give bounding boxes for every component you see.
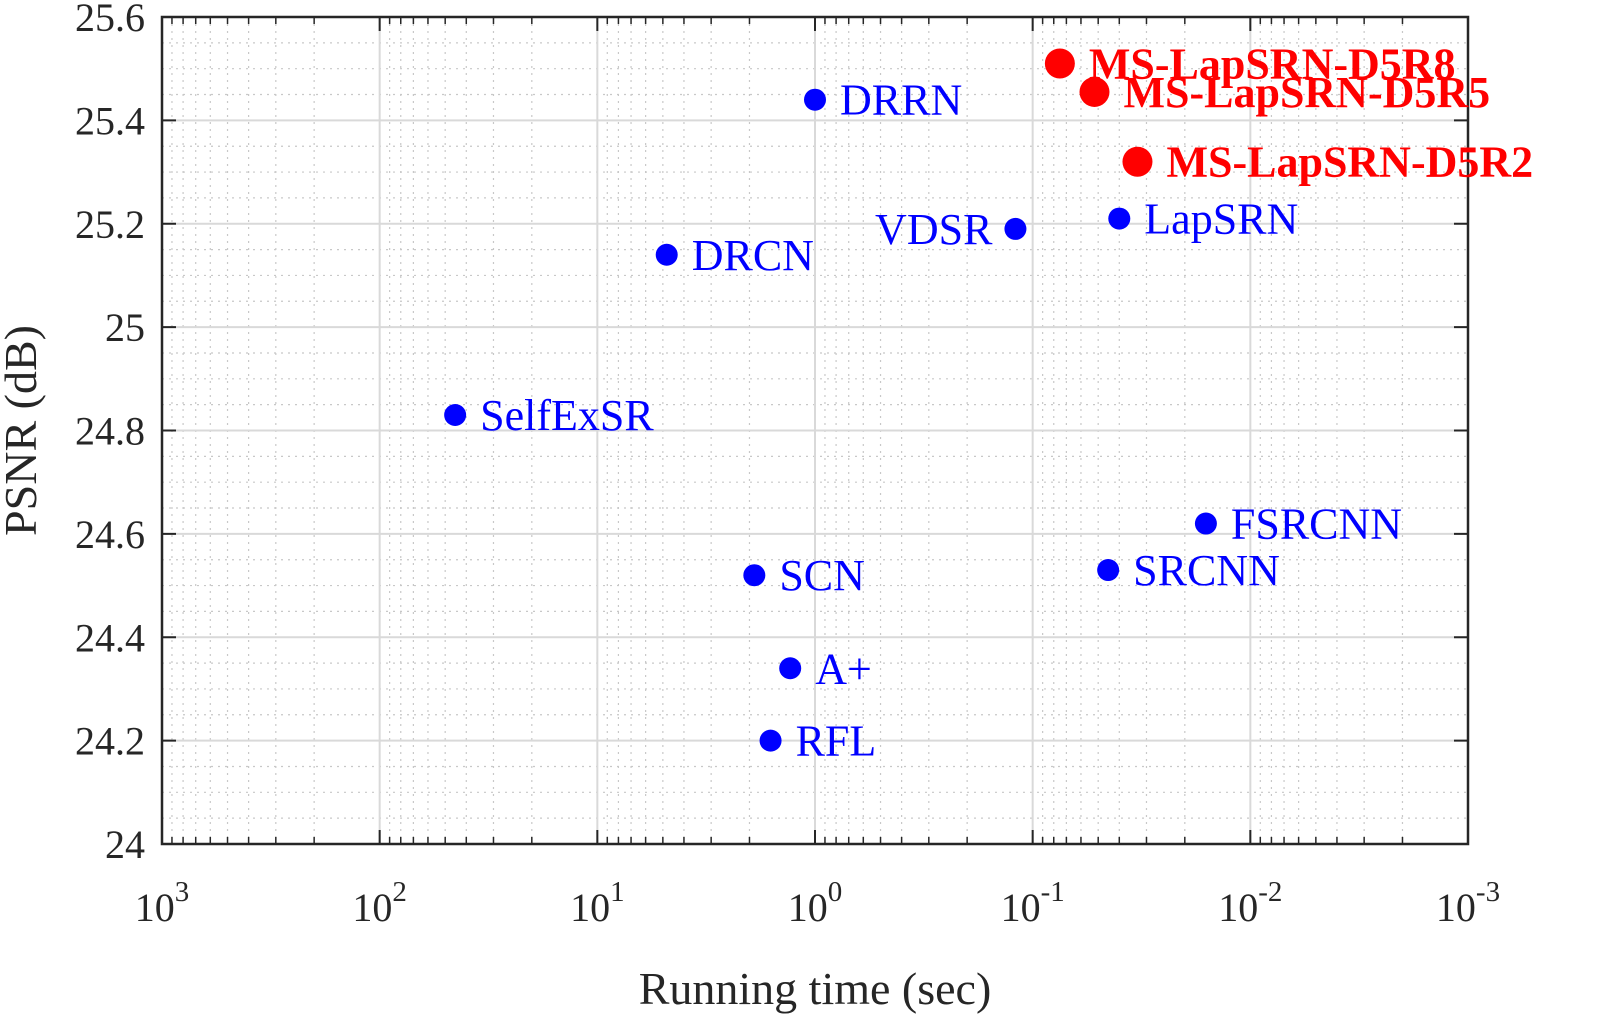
point-labels: SelfExSR DRCN DRRN SCN A+ RFL VDSR LapSRN FSRCNN… — [480, 40, 1533, 766]
x-tick-labels: 103 102 101 100 10-1 10-2 10-3 — [135, 876, 1500, 930]
x-tick-label: 10-2 — [1218, 876, 1282, 930]
x-tick-exponent: -1 — [1041, 876, 1065, 908]
x-tick-exponent: -2 — [1258, 876, 1282, 908]
x-tick-exponent: -3 — [1476, 876, 1500, 908]
data-point-a- — [779, 657, 802, 680]
x-tick-exponent: 0 — [828, 876, 843, 908]
x-tick-label: 102 — [352, 876, 407, 930]
data-points — [444, 48, 1217, 752]
x-tick-base: 10 — [352, 885, 392, 930]
point-label: MS-LapSRN-D5R5 — [1123, 68, 1490, 117]
x-tick-exponent: 2 — [392, 876, 407, 908]
point-label: LapSRN — [1144, 195, 1298, 244]
point-label: RFL — [796, 717, 877, 766]
x-tick-base: 10 — [1001, 885, 1041, 930]
data-point-vdsr — [1004, 217, 1027, 240]
x-tick-label: 103 — [135, 876, 190, 930]
y-tick-labels: 24 24.2 24.4 24.6 24.8 25 25.2 25.4 25.6 — [75, 0, 145, 867]
x-tick-base: 10 — [1436, 885, 1476, 930]
y-tick-label: 24.6 — [75, 512, 145, 557]
x-tick-base: 10 — [1218, 885, 1258, 930]
y-tick-label: 24.8 — [75, 409, 145, 454]
y-tick-label: 24 — [105, 822, 145, 867]
x-tick-base: 10 — [570, 885, 610, 930]
data-point-drcn — [655, 243, 678, 266]
point-label: DRRN — [840, 76, 962, 125]
data-point-ms-lapsrn-d5r8 — [1044, 48, 1075, 79]
point-label: FSRCNN — [1231, 500, 1402, 549]
y-tick-label: 24.4 — [75, 615, 145, 660]
y-tick-label: 24.2 — [75, 719, 145, 764]
point-label: MS-LapSRN-D5R2 — [1166, 138, 1533, 187]
x-tick-label: 10-1 — [1001, 876, 1065, 930]
data-point-ms-lapsrn-d5r5 — [1079, 76, 1110, 107]
y-tick-label: 25.6 — [75, 0, 145, 40]
x-tick-label: 10-3 — [1436, 876, 1500, 930]
data-point-rfl — [759, 729, 782, 752]
x-tick-exponent: 3 — [175, 876, 190, 908]
axis-ticks — [161, 16, 1469, 845]
point-label: MS-LapSRN-D5R8 — [1089, 40, 1456, 89]
x-tick-base: 10 — [135, 885, 175, 930]
x-tick-label: 101 — [570, 876, 625, 930]
x-tick-base: 10 — [788, 885, 828, 930]
y-tick-label: 25 — [105, 305, 145, 350]
data-point-drrn — [804, 88, 826, 111]
data-point-selfexsr — [444, 403, 467, 426]
data-point-scn — [743, 564, 766, 587]
x-tick-label: 100 — [788, 876, 843, 930]
point-label: SCN — [779, 551, 865, 600]
data-point-lapsrn — [1108, 207, 1131, 230]
x-tick-exponent: 1 — [610, 876, 625, 908]
x-axis-title: Running time (sec) — [639, 963, 992, 1014]
data-point-fsrcnn — [1194, 512, 1217, 535]
point-label: A+ — [815, 644, 872, 693]
y-tick-label: 25.4 — [75, 98, 145, 143]
point-label: SelfExSR — [480, 391, 654, 440]
y-tick-label: 25.2 — [75, 202, 145, 247]
y-axis-title: PSNR (dB) — [0, 325, 46, 536]
data-point-srcnn — [1097, 559, 1120, 582]
data-point-ms-lapsrn-d5r2 — [1122, 146, 1153, 177]
point-label: SRCNN — [1133, 546, 1280, 595]
point-label: DRCN — [692, 231, 814, 280]
point-label: VDSR — [875, 205, 993, 254]
